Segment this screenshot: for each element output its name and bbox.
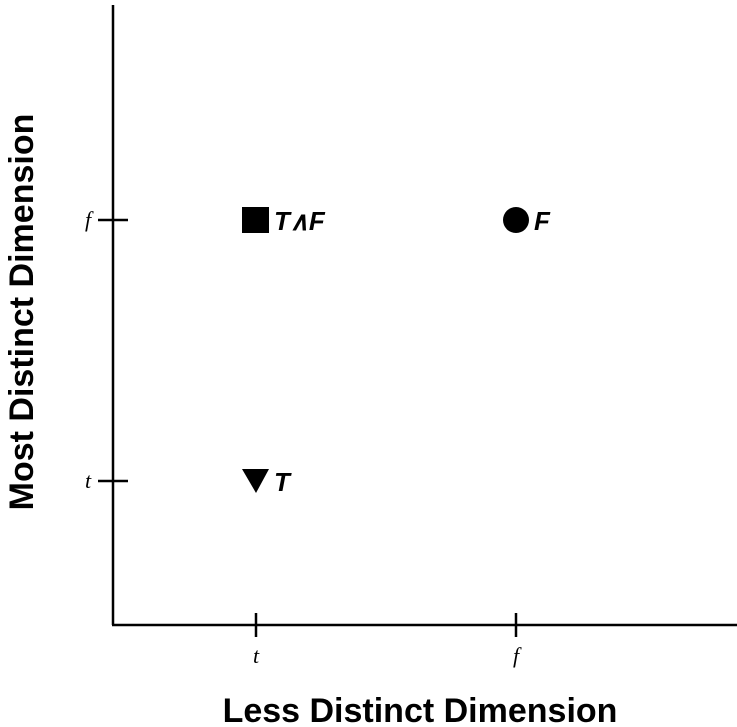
y-axis-title: Most Distinct Dimension bbox=[3, 114, 41, 511]
point-square bbox=[242, 207, 269, 233]
x-tick-label: t bbox=[253, 643, 260, 668]
point-circle bbox=[503, 207, 529, 233]
y-tick-label: t bbox=[85, 468, 92, 493]
x-tick-label: f bbox=[513, 643, 522, 668]
x-axis-title: Less Distinct Dimension bbox=[223, 692, 618, 727]
point-triangle bbox=[242, 469, 269, 493]
point-label: F bbox=[534, 206, 551, 236]
point-label: T bbox=[274, 467, 292, 497]
point-label: T∧F bbox=[274, 206, 326, 236]
y-tick-label: f bbox=[85, 207, 94, 232]
